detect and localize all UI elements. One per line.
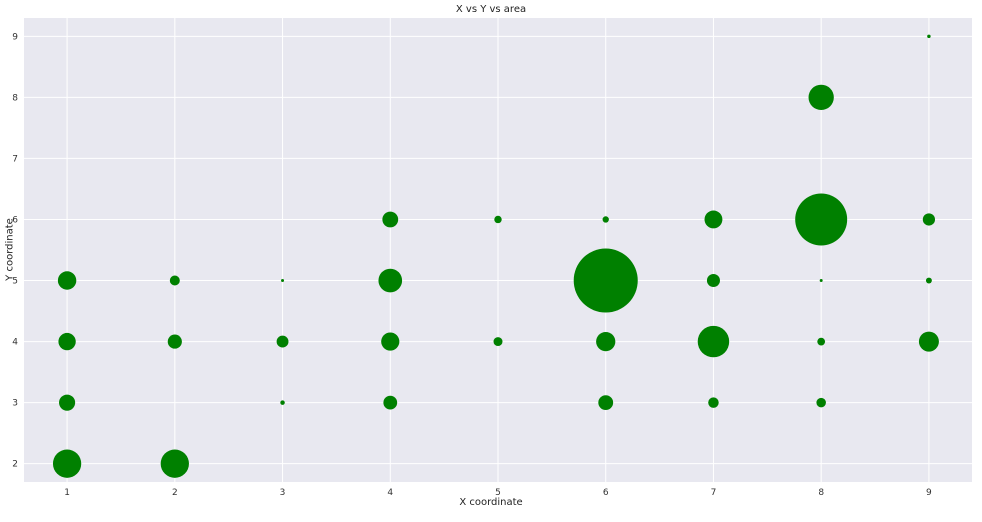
- data-point: [922, 213, 936, 226]
- chart-title: X vs Y vs area: [455, 4, 527, 15]
- data-point: [816, 397, 826, 408]
- x-axis-label: X coordinate: [459, 497, 523, 508]
- data-point: [383, 395, 398, 410]
- y-tick-label: 5: [12, 277, 18, 287]
- tick-labels: 1 2 3 4 5 6 7 8 9 2 3 4 5 6 7 8 9: [12, 32, 932, 498]
- data-point: [169, 275, 180, 286]
- y-tick-label: 8: [12, 93, 18, 103]
- data-point: [704, 210, 723, 229]
- data-point: [596, 331, 616, 352]
- data-point: [59, 394, 76, 411]
- data-point: [276, 335, 289, 348]
- data-point: [57, 271, 77, 290]
- x-tick-label: 8: [818, 488, 824, 498]
- data-point: [706, 274, 720, 288]
- data-point: [817, 337, 826, 346]
- data-point: [382, 211, 399, 228]
- x-tick-label: 7: [711, 488, 717, 498]
- x-tick-label: 4: [387, 488, 393, 498]
- y-tick-label: 3: [12, 399, 18, 409]
- data-point: [598, 395, 614, 411]
- x-tick-label: 2: [172, 488, 178, 498]
- data-point: [494, 215, 502, 224]
- data-point: [280, 400, 285, 405]
- data-point: [602, 216, 609, 223]
- y-tick-label: 9: [12, 32, 18, 42]
- x-tick-label: 6: [603, 488, 609, 498]
- data-point: [795, 193, 848, 246]
- data-point: [281, 279, 285, 283]
- data-point: [927, 34, 931, 39]
- data-point: [573, 248, 638, 313]
- data-point: [493, 337, 503, 347]
- data-point: [819, 279, 823, 283]
- data-point: [167, 334, 182, 349]
- data-point: [58, 332, 76, 351]
- data-point: [378, 268, 403, 293]
- y-tick-label: 6: [12, 215, 18, 225]
- data-point: [925, 277, 932, 284]
- y-tick-label: 4: [12, 338, 18, 348]
- y-tick-label: 7: [12, 154, 18, 164]
- data-point: [918, 331, 939, 352]
- y-axis-label: Y coordinate: [4, 218, 16, 281]
- data-points: [52, 34, 939, 478]
- data-point: [160, 449, 189, 478]
- x-tick-label: 9: [926, 488, 932, 498]
- data-point: [708, 397, 719, 408]
- data-point: [381, 332, 400, 351]
- data-point: [808, 84, 834, 111]
- data-point: [52, 449, 82, 478]
- x-tick-label: 5: [495, 488, 501, 498]
- y-tick-label: 2: [12, 460, 18, 470]
- x-tick-label: 3: [280, 488, 286, 498]
- data-point: [697, 325, 730, 358]
- x-tick-label: 1: [64, 488, 70, 498]
